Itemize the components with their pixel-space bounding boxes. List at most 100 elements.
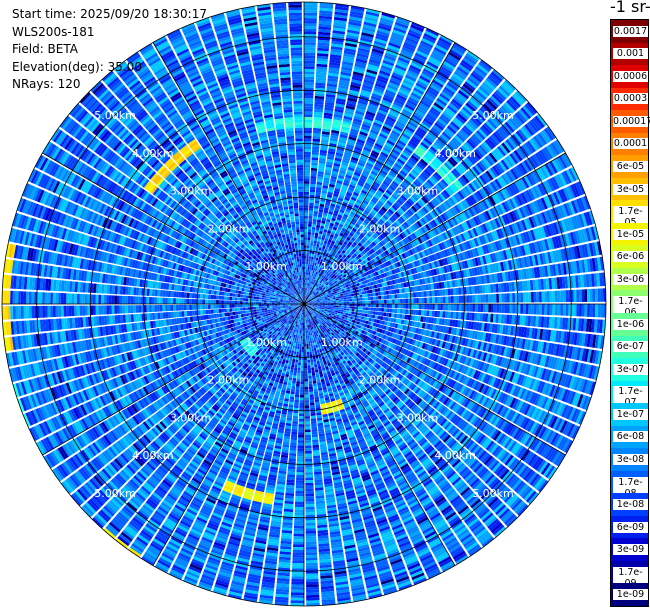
radar-gate — [338, 254, 343, 259]
radar-gate — [328, 208, 334, 213]
radar-gate — [350, 230, 356, 235]
radar-gate — [361, 231, 367, 237]
radar-gate — [314, 101, 324, 105]
radar-gate — [309, 292, 312, 296]
radar-gate — [342, 58, 354, 64]
radar-gate — [324, 261, 328, 265]
radar-gate — [434, 290, 438, 297]
radar-gate — [304, 154, 311, 158]
radar-gate — [369, 220, 375, 227]
radar-gate — [338, 309, 341, 312]
radar-gate — [380, 14, 395, 22]
radar-gate — [501, 304, 505, 314]
radar-gate — [421, 297, 425, 304]
radar-gate — [404, 103, 415, 112]
radar-gate — [322, 185, 329, 189]
radar-gate — [364, 16, 379, 23]
radar-gate — [304, 258, 307, 262]
radar-gate — [429, 108, 440, 118]
radar-gate — [355, 186, 362, 192]
radar-gate — [306, 250, 310, 254]
radar-gate — [305, 296, 307, 299]
radar-gate — [375, 114, 386, 121]
radar-gate — [359, 309, 363, 313]
radar-gate — [358, 226, 364, 231]
radar-gate — [359, 177, 367, 183]
radar-gate — [334, 111, 344, 116]
radar-gate — [354, 223, 360, 228]
radar-gate — [359, 306, 363, 310]
radar-gate — [322, 269, 326, 273]
radar-gate — [340, 206, 346, 211]
radar-gate — [304, 247, 307, 251]
radar-gate — [389, 39, 402, 47]
radar-gate — [382, 193, 389, 200]
radar-gate — [348, 296, 352, 299]
radar-gate — [389, 153, 398, 160]
radar-gate — [549, 304, 553, 316]
radar-gate — [418, 310, 422, 316]
radar-gate — [365, 11, 380, 17]
radar-gate — [413, 150, 423, 158]
radar-gate — [346, 301, 350, 304]
radar-gate — [328, 148, 336, 153]
radar-gate — [366, 205, 373, 211]
radar-gate — [304, 242, 307, 246]
radar-gate — [304, 194, 309, 198]
radar-gate — [327, 230, 332, 234]
radar-gate — [406, 161, 414, 169]
radar-gate — [396, 313, 400, 319]
radar-gate — [436, 289, 441, 297]
radar-gate — [326, 86, 337, 90]
radar-gate — [334, 14, 348, 19]
radar-gate — [305, 293, 307, 297]
radar-gate — [304, 186, 310, 190]
radar-gate — [344, 211, 350, 216]
radar-gate — [324, 270, 328, 274]
radar-gate — [317, 216, 322, 221]
radar-gate — [316, 263, 320, 267]
radar-gate — [310, 167, 318, 172]
radar-gate — [472, 304, 476, 312]
radar-gate — [304, 191, 310, 195]
radar-gate — [362, 304, 366, 307]
radar-gate — [386, 304, 390, 308]
radar-gate — [332, 124, 341, 129]
radar-gate — [417, 146, 426, 154]
radar-gate — [365, 195, 372, 201]
radar-gate — [312, 262, 315, 266]
radar-gate — [437, 39, 451, 49]
radar-gate — [357, 161, 365, 167]
radar-gate — [314, 268, 318, 272]
radar-gate — [398, 54, 411, 62]
radar-gate — [333, 235, 338, 240]
radar-gate — [509, 304, 513, 314]
radar-gate — [512, 292, 516, 303]
radar-gate — [362, 149, 371, 155]
radar-gate — [372, 90, 383, 97]
radar-gate — [377, 135, 387, 142]
radar-gate — [334, 207, 340, 212]
radar-gate — [397, 118, 407, 126]
radar-gate — [325, 164, 333, 168]
radar-gate — [333, 305, 337, 308]
radar-gate — [410, 138, 420, 146]
radar-gate — [426, 61, 439, 70]
radar-gate — [311, 229, 316, 233]
radar-gate — [319, 7, 333, 12]
radar-gate — [304, 7, 318, 11]
radar-gate — [333, 302, 337, 304]
radar-gate — [318, 258, 321, 262]
radar-gate — [336, 237, 341, 242]
radar-gate — [461, 59, 474, 70]
radar-gate — [324, 109, 334, 114]
radar-gate — [400, 298, 403, 304]
radar-gate — [351, 208, 357, 214]
radar-gate — [472, 295, 476, 303]
radar-gate — [331, 40, 344, 46]
radar-gate — [392, 71, 404, 79]
radar-gate — [306, 280, 308, 283]
radar-gate — [421, 120, 432, 128]
radar-gate — [366, 314, 370, 318]
radar-gate — [318, 23, 332, 28]
